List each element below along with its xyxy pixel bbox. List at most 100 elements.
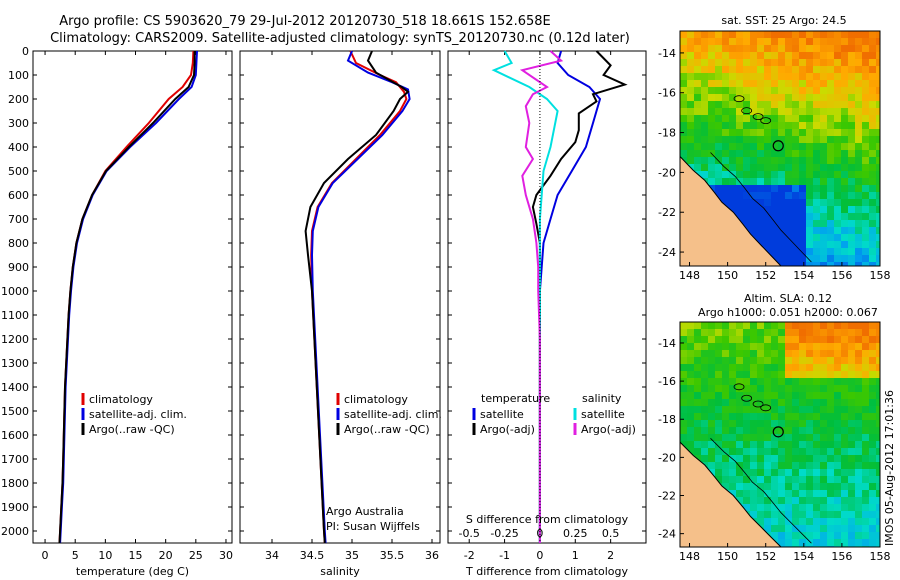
map-cell: [876, 483, 880, 490]
map-cell: [799, 343, 806, 350]
map-cell: [722, 192, 729, 199]
map-cell: [680, 80, 687, 87]
map-cell: [876, 143, 880, 150]
map-cell: [806, 192, 813, 199]
map-cell: [771, 518, 778, 525]
map-cell: [694, 150, 701, 157]
map-cell: [799, 52, 806, 59]
map-cell: [876, 511, 880, 518]
map-cell: [813, 406, 820, 413]
map-cell: [869, 66, 876, 73]
map-cell: [806, 234, 813, 241]
map-cell: [687, 129, 694, 136]
map-cell: [785, 220, 792, 227]
map-cell: [764, 357, 771, 364]
map-cell: [876, 87, 880, 94]
map-cell: [729, 336, 736, 343]
map-cell: [813, 357, 820, 364]
map-cell: [785, 73, 792, 80]
map-cell: [736, 171, 743, 178]
map-cell: [855, 31, 862, 38]
map-cell: [806, 129, 813, 136]
map-cell: [694, 434, 701, 441]
map-cell: [792, 511, 799, 518]
map-cell: [806, 262, 813, 266]
map-cell: [848, 441, 855, 448]
map-cell: [869, 511, 876, 518]
map-cell: [848, 413, 855, 420]
map-cell: [757, 59, 764, 66]
map-cell: [799, 448, 806, 455]
map-cell: [820, 171, 827, 178]
map-cell: [806, 420, 813, 427]
map-cell: [792, 129, 799, 136]
map-cell: [855, 420, 862, 427]
map-cell: [771, 66, 778, 73]
map-cell: [771, 462, 778, 469]
map-cell: [722, 357, 729, 364]
map-cell: [750, 220, 757, 227]
map-cell: [736, 73, 743, 80]
map-cell: [708, 350, 715, 357]
x-tick-label: 148: [679, 269, 700, 282]
map-cell: [729, 94, 736, 101]
map-cell: [680, 343, 687, 350]
map-cell: [820, 392, 827, 399]
map-cell: [792, 420, 799, 427]
map-cell: [778, 385, 785, 392]
map-cell: [764, 427, 771, 434]
map-cell: [799, 87, 806, 94]
map-cell: [834, 80, 841, 87]
map-cell: [785, 518, 792, 525]
map-cell: [736, 94, 743, 101]
map-cell: [806, 441, 813, 448]
map-cell: [799, 108, 806, 115]
map-cell: [757, 108, 764, 115]
map-cell: [869, 441, 876, 448]
map-cell: [771, 469, 778, 476]
map-cell: [876, 234, 880, 241]
map-cell: [708, 157, 715, 164]
map-cell: [827, 38, 834, 45]
map-cell: [827, 87, 834, 94]
map-cell: [771, 255, 778, 262]
map-cell: [813, 420, 820, 427]
map-cell: [687, 350, 694, 357]
map-cell: [764, 192, 771, 199]
map-cell: [785, 420, 792, 427]
y-tick-label: -14: [658, 47, 676, 60]
map-cell: [771, 115, 778, 122]
map-cell: [806, 336, 813, 343]
map-cell: [708, 136, 715, 143]
map-cell: [799, 371, 806, 378]
map-cell: [736, 66, 743, 73]
map-cell: [841, 371, 848, 378]
map-cell: [701, 94, 708, 101]
map-cell: [820, 94, 827, 101]
map-cell: [736, 45, 743, 52]
map-cell: [869, 178, 876, 185]
map-cell: [799, 511, 806, 518]
map-cell: [799, 350, 806, 357]
y-tick-label: 1000: [1, 285, 29, 298]
series-line-argo-raw-qc-: [304, 50, 410, 544]
map-cell: [729, 406, 736, 413]
map-cell: [827, 192, 834, 199]
map-cell: [701, 343, 708, 350]
map-cell: [708, 59, 715, 66]
map-cell: [743, 129, 750, 136]
map-cell: [799, 122, 806, 129]
map-cell: [848, 38, 855, 45]
map-cell: [792, 108, 799, 115]
map-cell: [722, 364, 729, 371]
map-cell: [855, 171, 862, 178]
map-cell: [820, 357, 827, 364]
map-cell: [862, 413, 869, 420]
map-cell: [799, 101, 806, 108]
map-cell: [750, 441, 757, 448]
map-cell: [799, 94, 806, 101]
map-cell: [701, 371, 708, 378]
map-cell: [848, 185, 855, 192]
map-cell: [792, 143, 799, 150]
map-cell: [813, 371, 820, 378]
